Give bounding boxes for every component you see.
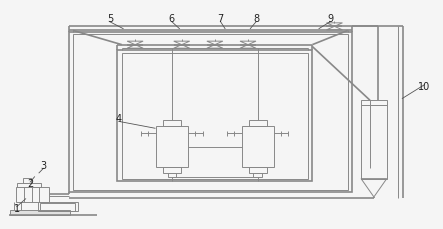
Bar xyxy=(73,34,348,190)
Bar xyxy=(38,202,78,211)
Bar xyxy=(16,187,49,202)
Bar xyxy=(167,173,176,177)
Bar xyxy=(242,126,274,167)
Text: 10: 10 xyxy=(418,82,431,92)
Text: 9: 9 xyxy=(327,14,333,25)
Bar xyxy=(10,210,70,215)
Text: 2: 2 xyxy=(27,179,33,189)
Bar xyxy=(23,178,31,183)
Text: 4: 4 xyxy=(116,114,122,124)
Bar xyxy=(69,32,352,192)
Text: 7: 7 xyxy=(218,14,224,25)
Bar xyxy=(17,183,41,187)
Bar xyxy=(40,203,75,211)
Text: 1: 1 xyxy=(14,204,20,214)
Bar xyxy=(249,167,267,173)
Bar xyxy=(361,105,387,179)
Bar xyxy=(122,53,308,179)
Bar xyxy=(156,126,188,167)
Bar xyxy=(163,167,181,173)
Bar xyxy=(117,50,312,181)
Bar xyxy=(253,173,262,177)
Bar xyxy=(361,100,387,105)
Text: 5: 5 xyxy=(107,14,113,25)
Bar xyxy=(163,120,181,126)
Text: 3: 3 xyxy=(40,161,47,171)
Text: 6: 6 xyxy=(169,14,175,25)
Bar xyxy=(249,120,267,126)
Text: 8: 8 xyxy=(253,14,259,25)
